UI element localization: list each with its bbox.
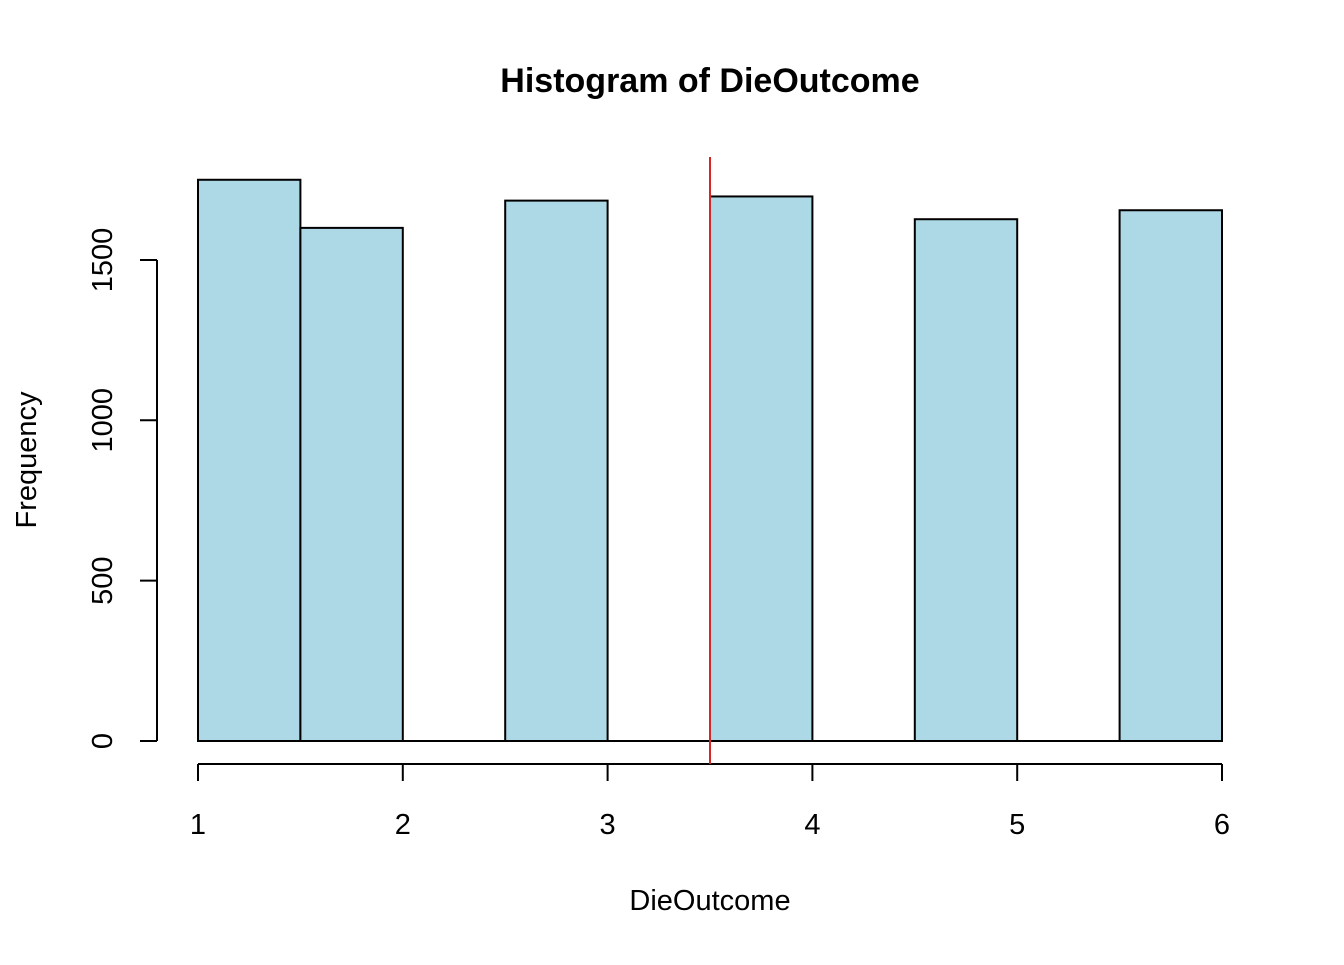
histogram-bar-4 bbox=[504, 199, 609, 743]
y-tick-label-2: 1000 bbox=[87, 388, 119, 453]
chart-title: Histogram of DieOutcome bbox=[500, 62, 919, 100]
x-tick-label-4: 5 bbox=[1009, 809, 1025, 841]
histogram-bar-6 bbox=[709, 195, 814, 742]
y-tick-label-0: 0 bbox=[87, 733, 119, 749]
histogram-bar-10 bbox=[1118, 209, 1223, 742]
x-tick-label-0: 1 bbox=[190, 809, 206, 841]
histogram-bar-2 bbox=[299, 226, 404, 742]
x-axis-label: DieOutcome bbox=[629, 885, 790, 917]
bars-layer bbox=[197, 178, 1223, 743]
x-tick-label-5: 6 bbox=[1214, 809, 1230, 841]
y-axis: 0 500 1000 1500 bbox=[87, 228, 158, 749]
x-tick-label-1: 2 bbox=[395, 809, 411, 841]
y-axis-label: Frequency bbox=[11, 391, 43, 529]
y-tick-label-1: 500 bbox=[87, 556, 119, 604]
x-tick-label-2: 3 bbox=[600, 809, 616, 841]
histogram-bar-8 bbox=[913, 218, 1019, 742]
y-tick-label-3: 1500 bbox=[87, 228, 119, 293]
x-axis: 1 2 3 4 5 6 bbox=[190, 763, 1230, 841]
x-tick-label-3: 4 bbox=[804, 809, 820, 841]
histogram-bar-1 bbox=[197, 178, 302, 742]
